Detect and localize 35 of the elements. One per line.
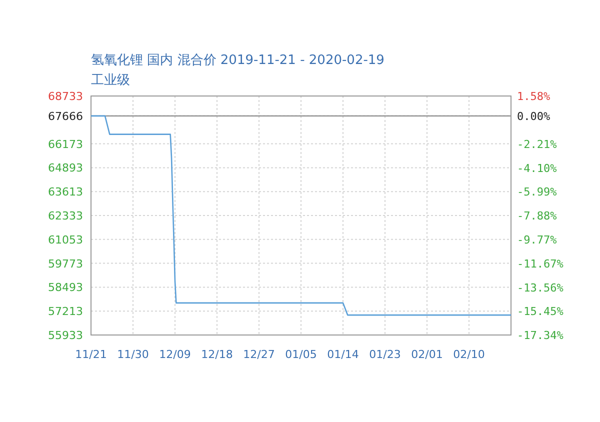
y2-tick-label: -4.10%	[517, 162, 558, 175]
y-tick-label: 66173	[48, 138, 83, 151]
y-tick-label: 67666	[48, 110, 83, 123]
y-tick-label: 59773	[48, 257, 83, 270]
x-tick-label: 12/18	[201, 348, 233, 361]
y2-tick-label: 1.58%	[517, 90, 550, 103]
x-tick-label: 01/05	[285, 348, 317, 361]
x-tick-label: 01/23	[369, 348, 401, 361]
y-tick-label: 63613	[48, 186, 83, 199]
y-tick-label: 68733	[48, 90, 83, 103]
y2-tick-label: -5.99%	[517, 186, 558, 199]
y-tick-label: 55933	[48, 329, 83, 342]
y2-tick-label: -7.88%	[517, 210, 558, 222]
x-tick-label: 02/01	[411, 348, 443, 361]
line-series	[90, 115, 512, 316]
y2-tick-label: -17.34%	[517, 329, 564, 342]
x-tick-label: 01/14	[327, 348, 359, 361]
y-tick-label: 61053	[48, 233, 83, 246]
y2-tick-label: -2.21%	[517, 138, 558, 151]
x-tick-label: 11/21	[75, 348, 107, 361]
y2-tick-label: -11.67%	[517, 257, 564, 270]
x-tick-label: 12/27	[243, 348, 275, 361]
y2-tick-label: 0.00%	[517, 110, 550, 123]
y-tick-label: 58493	[48, 281, 83, 294]
y-tick-label: 64893	[48, 162, 83, 175]
y2-tick-label: -15.45%	[517, 305, 564, 318]
y2-tick-label: -9.77%	[517, 233, 558, 246]
y-tick-label: 57213	[48, 305, 83, 318]
x-tick-label: 12/09	[159, 348, 191, 361]
x-tick-label: 11/30	[117, 348, 149, 361]
chart-title: 氢氧化锂 国内 混合价 2019-11-21 - 2020-02-19	[91, 53, 384, 68]
x-tick-label: 02/10	[453, 348, 485, 361]
y-tick-label: 62333	[48, 210, 83, 222]
y2-tick-label: -13.56%	[517, 281, 564, 294]
chart-subtitle: 工业级	[91, 73, 130, 88]
